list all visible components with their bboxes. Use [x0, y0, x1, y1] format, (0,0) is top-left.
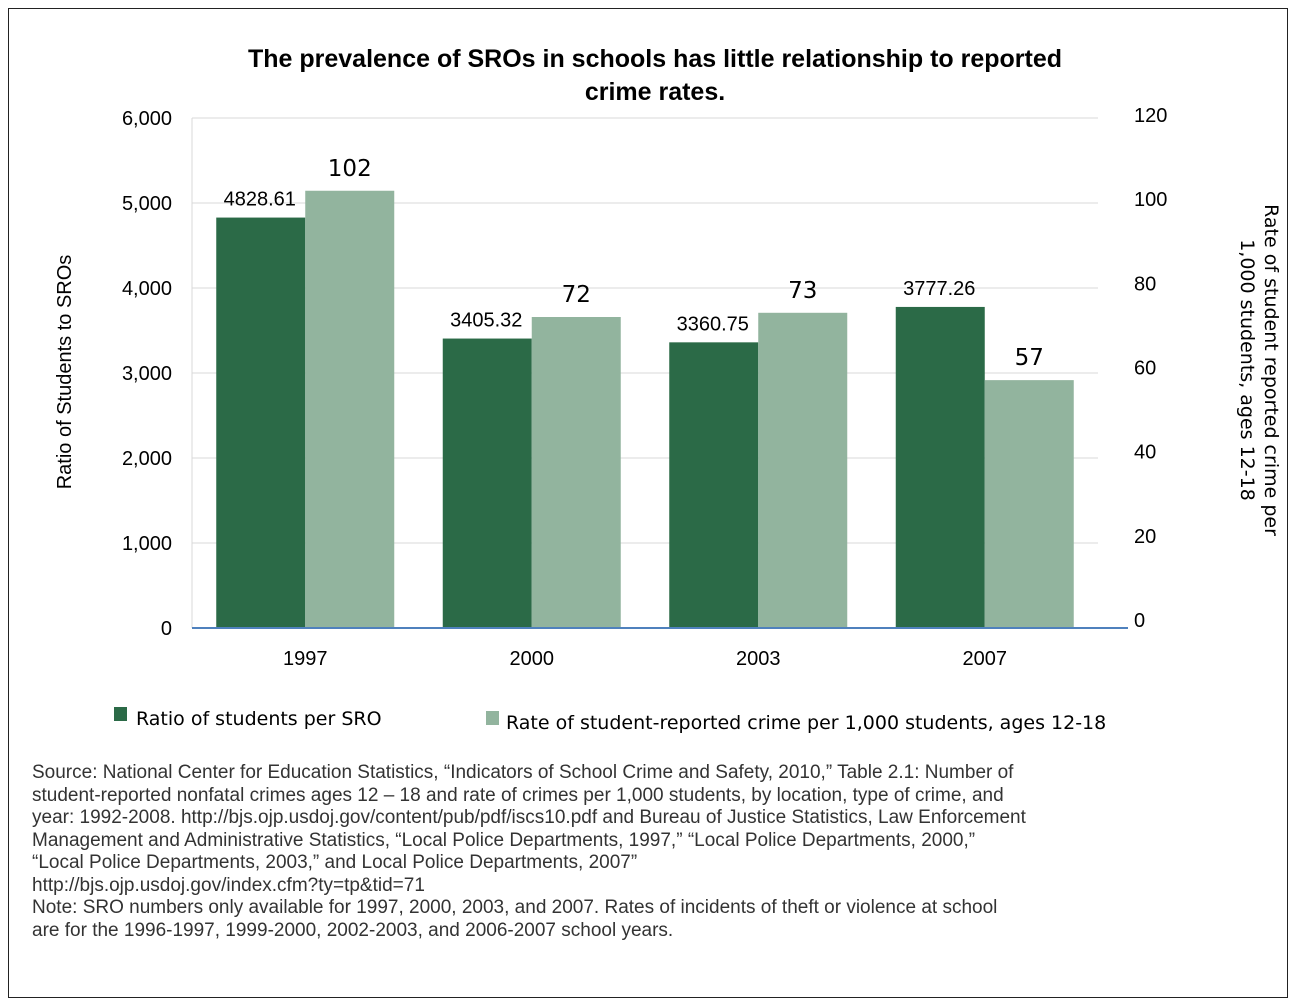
bar-value-label: 3405.32: [450, 310, 522, 332]
left-tick-label: 2,000: [122, 448, 172, 470]
x-tick-label: 1997: [283, 648, 328, 670]
bar-ratio-1997: [216, 217, 306, 628]
bar-value-label: 3777.26: [903, 278, 975, 300]
right-tick-label: 40: [1134, 442, 1156, 464]
left-tick-label: 1,000: [122, 533, 172, 555]
left-tick-label: 3,000: [122, 363, 172, 385]
bar-value-label: 72: [562, 282, 591, 308]
right-tick-label: 0: [1134, 610, 1145, 632]
source-line: Management and Administrative Statistics…: [32, 829, 976, 851]
left-tick-label: 0: [161, 618, 172, 640]
x-tick-label: 2007: [963, 648, 1008, 670]
right-axis-ticks: 0 20 40 60 80 100 120: [1134, 105, 1167, 632]
legend-swatch-rate: [486, 711, 499, 725]
bar-value-label: 73: [788, 278, 817, 304]
bar-chart: The prevalence of SROs in schools has li…: [54, 45, 1282, 734]
bar-data-labels: 4828.61 102 3405.32 72 3360.75 73 3777.26 57: [224, 156, 1044, 371]
note-line: are for the 1996-1997, 1999-2000, 2002-2…: [32, 919, 674, 941]
source-url: http://bjs.ojp.usdoj.gov/index.cfm?ty=tp…: [32, 874, 425, 896]
right-tick-label: 60: [1134, 358, 1156, 380]
source-line: Source: National Center for Education St…: [32, 762, 1014, 783]
axes: [191, 118, 1128, 629]
left-axis-ticks: 0 1,000 2,000 3,000 4,000 5,000 6,000: [122, 108, 172, 640]
left-axis-label: Ratio of Students to SROs: [54, 255, 76, 490]
right-tick-label: 20: [1134, 526, 1156, 548]
legend-label-rate: Rate of student-reported crime per 1,000…: [506, 712, 1106, 734]
source-paragraph: Source: National Center for Education St…: [32, 762, 1290, 942]
source-line: year: 1992-2008. http://bjs.ojp.usdoj.go…: [32, 807, 1026, 828]
right-axis-label: Rate of student reported crime per 1,000…: [1236, 204, 1282, 536]
left-tick-label: 5,000: [122, 193, 172, 215]
left-tick-label: 4,000: [122, 278, 172, 300]
bars: [216, 190, 1074, 628]
right-axis-label-line-1: Rate of student reported crime per: [1260, 204, 1282, 536]
source-line: student-reported nonfatal crimes ages 12…: [32, 784, 1004, 806]
note-line: Note: SRO numbers only available for 199…: [32, 897, 998, 918]
x-axis-ticks: 1997 2000 2003 2007: [283, 648, 1007, 670]
chart-title-line-1: The prevalence of SROs in schools has li…: [248, 45, 1062, 73]
right-tick-label: 120: [1134, 105, 1167, 127]
bar-ratio-2007: [895, 306, 985, 628]
legend-label-ratio: Ratio of students per SRO: [136, 708, 382, 730]
bar-value-label: 102: [328, 156, 372, 182]
left-tick-label: 6,000: [122, 108, 172, 130]
right-tick-label: 100: [1134, 189, 1167, 211]
legend-swatch-ratio: [114, 707, 127, 721]
bar-value-label: 57: [1015, 345, 1044, 371]
bar-rate-2007: [984, 380, 1074, 628]
source-note: Source: National Center for Education St…: [32, 762, 1290, 942]
chart-title-line-2: crime rates.: [585, 78, 725, 106]
right-axis-label-line-2: 1,000 students, ages 12-18: [1236, 239, 1258, 501]
legend: Ratio of students per SRO Rate of studen…: [114, 707, 1106, 734]
x-tick-label: 2000: [510, 648, 555, 670]
bar-value-label: 3360.75: [677, 313, 749, 335]
chart-title: The prevalence of SROs in schools has li…: [248, 45, 1062, 106]
bar-ratio-2000: [442, 338, 532, 628]
bar-rate-1997: [305, 190, 395, 628]
source-line: “Local Police Departments, 2003,” and Lo…: [32, 852, 638, 873]
bar-ratio-2003: [669, 342, 759, 628]
bar-value-label: 4828.61: [224, 189, 296, 211]
bar-rate-2000: [531, 317, 621, 628]
x-tick-label: 2003: [736, 648, 781, 670]
right-tick-label: 80: [1134, 273, 1156, 295]
bar-rate-2003: [758, 312, 848, 628]
